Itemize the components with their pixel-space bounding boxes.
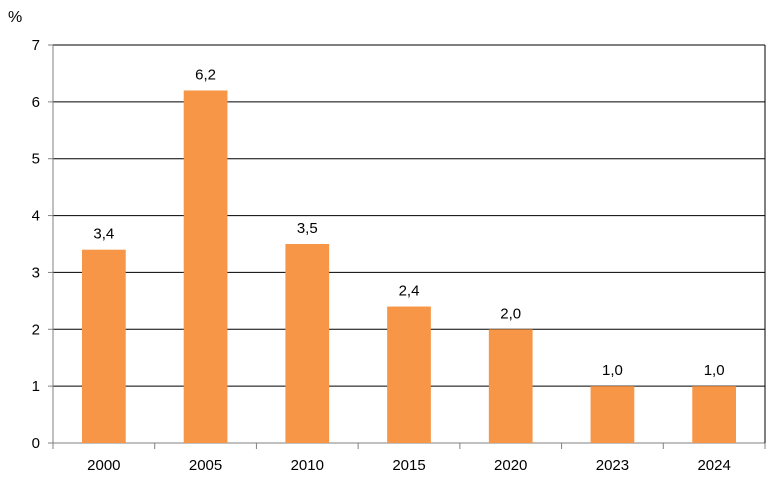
y-tick-label: 3 — [32, 264, 40, 281]
data-label-2024: 1,0 — [704, 362, 725, 379]
data-label-2010: 3,5 — [297, 220, 318, 237]
data-label-2005: 6,2 — [195, 66, 216, 83]
bar-2015 — [387, 306, 431, 443]
y-tick-label: 7 — [32, 37, 40, 54]
y-tick-label: 2 — [32, 321, 40, 338]
x-tick-labels: 2000 2005 2010 2015 2020 2023 2024 — [87, 457, 731, 474]
y-tick-label: 6 — [32, 94, 40, 111]
x-tick-label-2000: 2000 — [87, 457, 120, 474]
data-labels: 3,4 6,2 3,5 2,4 2,0 1,0 1,0 — [93, 66, 724, 379]
y-tick-labels: 0 1 2 3 4 5 6 7 — [32, 37, 40, 452]
y-tick-label: 4 — [32, 208, 40, 225]
bar-2010 — [285, 244, 330, 443]
bar-2020 — [488, 329, 533, 443]
bar-2005 — [183, 90, 228, 443]
bars — [81, 90, 737, 443]
x-tick-label-2023: 2023 — [596, 457, 629, 474]
y-tick-label: 0 — [32, 435, 40, 452]
bar-2000 — [81, 249, 126, 443]
data-label-2000: 3,4 — [93, 226, 114, 243]
gridlines — [53, 44, 765, 387]
y-axis-unit-label: % — [8, 9, 22, 26]
x-tick-label-2005: 2005 — [189, 457, 222, 474]
x-tick-label-2015: 2015 — [392, 457, 425, 474]
data-label-2023: 1,0 — [602, 362, 623, 379]
x-tick-label-2010: 2010 — [291, 457, 324, 474]
data-label-2020: 2,0 — [500, 305, 521, 322]
bar-2024 — [692, 386, 737, 443]
x-tick-label-2020: 2020 — [494, 457, 527, 474]
y-tick-label: 1 — [32, 378, 40, 395]
y-tick-label: 5 — [32, 151, 40, 168]
data-label-2015: 2,4 — [399, 283, 420, 300]
x-tick-label-2024: 2024 — [697, 457, 730, 474]
bar-2023 — [590, 386, 635, 443]
